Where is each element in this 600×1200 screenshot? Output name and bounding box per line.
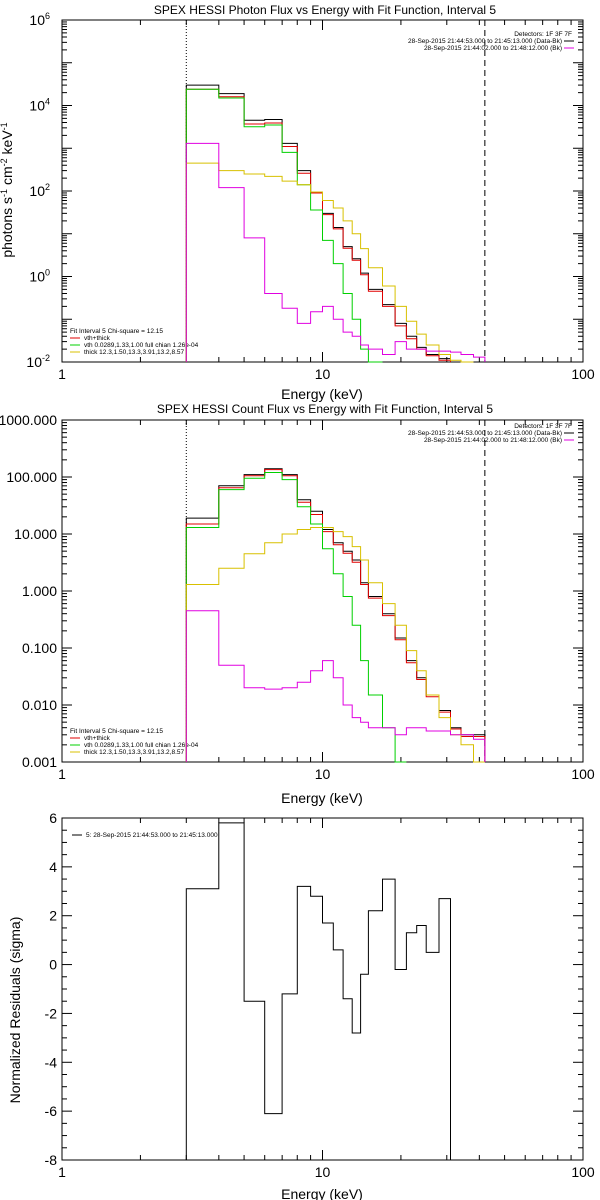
photon-x-tick-label: 100 bbox=[571, 366, 595, 382]
count-y-tick-label: 1000.000 bbox=[0, 412, 57, 428]
count-y-tick-label: 0.001 bbox=[22, 754, 57, 770]
resid-y-tick-label: -4 bbox=[45, 1054, 58, 1070]
count-legend-bk-interval: 28-Sep-2015 21:44:02.000 to 21:48:12.000… bbox=[424, 437, 562, 444]
count-series-vth_thick bbox=[185, 469, 486, 762]
photon-series-bk bbox=[185, 142, 486, 362]
resid-y-tick-label: 0 bbox=[49, 957, 57, 973]
photon-legend-vth: vth 0.0289,1.33,1.00 full chian 1.26e-04 bbox=[84, 342, 199, 349]
photon-legend-bk-interval: 28-Sep-2015 21:44:02.000 to 21:48:12.000… bbox=[424, 45, 562, 52]
resid-x-axis-label: Energy (keV) bbox=[281, 1186, 363, 1200]
count-x-tick-label: 100 bbox=[571, 766, 595, 782]
count-y-tick-label: 10.000 bbox=[14, 526, 57, 542]
photon-legend-fit-info: Fit Interval 5 Chi-square = 12.15 bbox=[70, 328, 163, 335]
resid-y-tick-label: -8 bbox=[45, 1152, 58, 1168]
count-x-axis-label: Energy (keV) bbox=[281, 790, 363, 806]
photon-series-total bbox=[185, 84, 451, 362]
photon-legend-detectors: Detectors: 1F 3F 7F bbox=[514, 31, 572, 38]
resid-legend-interval: 5: 28-Sep-2015 21:44:53.000 to 21:45:13.… bbox=[86, 832, 218, 839]
photon-panel-title: SPEX HESSI Photon Flux vs Energy with Fi… bbox=[154, 3, 496, 17]
count-panel-title: SPEX HESSI Count Flux vs Energy with Fit… bbox=[157, 402, 493, 416]
count-legend-vth: vth 0.0289,1.33,1.00 full chian 1.26e-04 bbox=[84, 742, 199, 749]
count-series-thick bbox=[185, 527, 485, 763]
count-legend-thick: thick 12.3,1.50,13.3,3.91,13.2,8.57 bbox=[84, 749, 184, 756]
resid-x-tick-label: 100 bbox=[571, 1164, 595, 1180]
photon-y-tick-label: 106 bbox=[29, 11, 50, 28]
resid-y-tick-label: -6 bbox=[45, 1103, 58, 1119]
count-y-tick-label: 0.010 bbox=[22, 697, 57, 713]
photon-series-thick bbox=[185, 162, 474, 363]
resid-series-residuals bbox=[185, 822, 451, 1160]
resid-x-tick-label: 1 bbox=[58, 1164, 66, 1180]
resid-y-tick-label: 2 bbox=[49, 908, 57, 924]
resid-y-tick-label: 4 bbox=[49, 859, 57, 875]
photon-y-tick-label: 104 bbox=[29, 97, 50, 114]
count-legend-vth-thick: vth+thick bbox=[84, 735, 111, 742]
count-legend-fit-info: Fit Interval 5 Chi-square = 12.15 bbox=[70, 728, 163, 735]
photon-series-vth_thick bbox=[185, 88, 451, 362]
resid-y-tick-label: -2 bbox=[45, 1005, 58, 1021]
count-legend-detectors: Detectors: 1F 3F 7F bbox=[514, 423, 572, 430]
count-y-tick-label: 100.000 bbox=[6, 469, 57, 485]
count-y-tick-label: 0.100 bbox=[22, 640, 57, 656]
count-x-tick-label: 10 bbox=[315, 766, 331, 782]
photon-series-vth bbox=[185, 88, 383, 363]
photon-y-tick-label: 102 bbox=[29, 182, 50, 199]
photon-legend-thick: thick 12.3,1.50,13.3,3.91,13.2,8.57 bbox=[84, 349, 184, 356]
resid-y-axis-label: Normalized Residuals (sigma) bbox=[7, 917, 23, 1104]
photon-x-tick-label: 10 bbox=[315, 366, 331, 382]
resid-y-tick-label: 6 bbox=[49, 810, 57, 826]
photon-x-axis-label: Energy (keV) bbox=[281, 386, 363, 402]
count-plot-frame bbox=[61, 419, 584, 763]
count-series-bk bbox=[185, 610, 486, 762]
resid-x-tick-label: 10 bbox=[315, 1164, 331, 1180]
photon-y-tick-label: 100 bbox=[29, 268, 50, 285]
count-y-tick-label: 1.000 bbox=[22, 583, 57, 599]
photon-legend-vth-thick: vth+thick bbox=[84, 335, 111, 342]
resid-plot-frame bbox=[61, 817, 584, 1161]
count-x-tick-label: 1 bbox=[58, 766, 66, 782]
photon-x-tick-label: 1 bbox=[58, 366, 66, 382]
photon-y-tick-label: 10-2 bbox=[26, 353, 50, 370]
count-series-vth bbox=[185, 472, 407, 763]
photon-y-axis-label: photons s-1 cm-2 keV-1 bbox=[0, 122, 15, 257]
